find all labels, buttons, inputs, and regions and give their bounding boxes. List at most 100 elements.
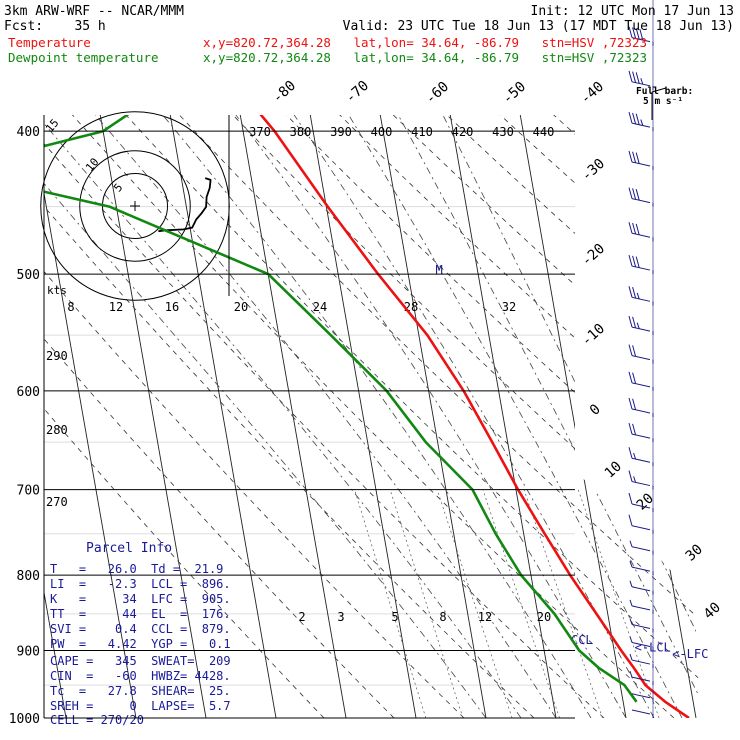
parcel-row-cin: CIN = -60 HWBZ= 4428.: [50, 669, 231, 683]
barb-half-flag: [629, 653, 633, 661]
isotherm: [436, 115, 697, 718]
mixing-ratio-line: [523, 489, 603, 718]
isotherm: [44, 115, 207, 718]
moist-adiabat: [44, 115, 627, 718]
theta-e-label: 430: [492, 125, 514, 139]
barb-flag: [628, 514, 633, 526]
barb-flag: [628, 286, 633, 298]
hodograph-trace: [158, 177, 212, 233]
barb-flag: [628, 70, 633, 82]
shear-scale-label: 20: [234, 300, 248, 314]
dry-adiabat: [44, 115, 675, 718]
barb-shaft: [631, 122, 651, 128]
barb-flag: [632, 398, 637, 410]
barb-shaft: [631, 265, 651, 271]
barb-flag: [628, 492, 633, 505]
barb-flag: [628, 397, 633, 410]
barb-flag: [632, 255, 637, 268]
barb-shaft: [631, 408, 651, 414]
barb-flag: [628, 470, 633, 482]
barb-flag: [632, 188, 637, 200]
barb-shaft: [631, 161, 651, 167]
parcel-info-title: Parcel Info: [86, 541, 172, 556]
shear-scale-label: 8: [67, 300, 74, 314]
barb-shaft: [631, 676, 651, 682]
barb-half-flag: [629, 580, 633, 587]
hodograph-ring-label: 5: [111, 181, 125, 194]
barb-shaft: [631, 433, 651, 439]
theta-e-label: 370: [249, 125, 271, 139]
barb-flag: [628, 344, 633, 356]
level-annotation: <-LFC: [672, 647, 708, 661]
barb-half-flag: [629, 618, 633, 625]
shear-scale-label: 32: [502, 300, 516, 314]
isotherm-label: -40: [578, 79, 608, 108]
barb-flag: [632, 316, 637, 329]
barb-shaft: [631, 525, 651, 531]
theta-label: 290: [46, 349, 68, 363]
theta-e-label: 410: [411, 125, 433, 139]
barb-flag: [632, 151, 637, 163]
barb-shaft: [631, 326, 651, 332]
barb-flag: [639, 28, 644, 41]
barb-shaft: [631, 659, 651, 665]
isotherm-label: -30: [579, 156, 609, 185]
mixing-ratio-label: 3: [337, 610, 344, 624]
barb-half-flag: [636, 292, 640, 300]
isotherm: [226, 115, 487, 718]
dry-adiabat: [44, 115, 605, 718]
mixing-ratio-label: 8: [439, 610, 446, 624]
barb-shaft: [631, 546, 651, 552]
isotherm-label: -50: [500, 79, 530, 108]
barb-flag: [628, 315, 633, 328]
barb-half-flag: [629, 540, 633, 547]
mixing-ratio-line: [577, 489, 660, 718]
parcel-row-sreh: SREH = 0 LAPSE= 5.7: [50, 699, 231, 713]
barb-flag: [632, 222, 637, 235]
barb-flag: [635, 256, 640, 268]
isotherm-label: 10: [602, 458, 625, 481]
moist-adiabat: [138, 115, 700, 718]
barb-flag: [628, 26, 633, 38]
parcel-row-svi: SVI = 0.4 CCL = 879.: [50, 622, 231, 636]
isotherm-label: -20: [579, 241, 609, 270]
barb-flag: [635, 152, 640, 164]
temperature-legend: Temperature: [8, 35, 91, 50]
barb-shaft: [631, 623, 651, 629]
init-time: Init: 12 UTC Mon 17 Jun 13: [531, 4, 735, 19]
barb-flag: [628, 371, 633, 383]
barb-legend-sample-flag: [651, 87, 667, 93]
barb-half-flag: [629, 560, 633, 568]
mixing-ratio-label: 12: [478, 610, 492, 624]
barb-half-flag: [629, 636, 633, 643]
pressure-label: 1000: [9, 712, 40, 727]
barb-shaft: [631, 355, 651, 361]
barb-flag: [632, 423, 637, 436]
barb-half-flag: [633, 476, 637, 483]
hodograph-units: kts: [47, 284, 67, 297]
temperature-location-info: x,y=820.72,364.28 lat,lon= 34.64, -86.79…: [203, 35, 647, 50]
isotherm-label: 30: [683, 541, 706, 564]
parcel-row-k: K = 34 LFC = 905.: [50, 592, 231, 606]
barb-shaft: [631, 566, 651, 572]
barb-legend-units: 5 m s⁻¹: [643, 96, 683, 107]
parcel-row-tc: Tc = 27.8 SHEAR= 25.: [50, 684, 231, 698]
barb-half-flag: [640, 78, 644, 85]
parcel-row-cape: CAPE = 345 SWEAT= 209: [50, 654, 231, 668]
barb-flag: [635, 113, 640, 125]
hodograph-ring-label: 15: [43, 116, 61, 135]
isotherm: [86, 115, 347, 718]
valid-time: Valid: 23 UTC Tue 18 Jun 13 (17 MDT Tue …: [343, 19, 734, 34]
barb-flag: [632, 286, 637, 299]
barb-shaft: [631, 642, 651, 648]
barb-shaft: [631, 296, 651, 302]
dry-adiabat: [44, 115, 700, 718]
mixing-ratio-line: [482, 489, 560, 718]
barb-shaft: [631, 481, 651, 487]
barb-shaft: [631, 81, 651, 87]
barb-shaft: [631, 457, 651, 463]
series-line: [44, 115, 690, 718]
isotherm-label: 40: [701, 599, 724, 622]
dry-adiabat: [44, 115, 700, 718]
pressure-label: 800: [17, 569, 40, 584]
